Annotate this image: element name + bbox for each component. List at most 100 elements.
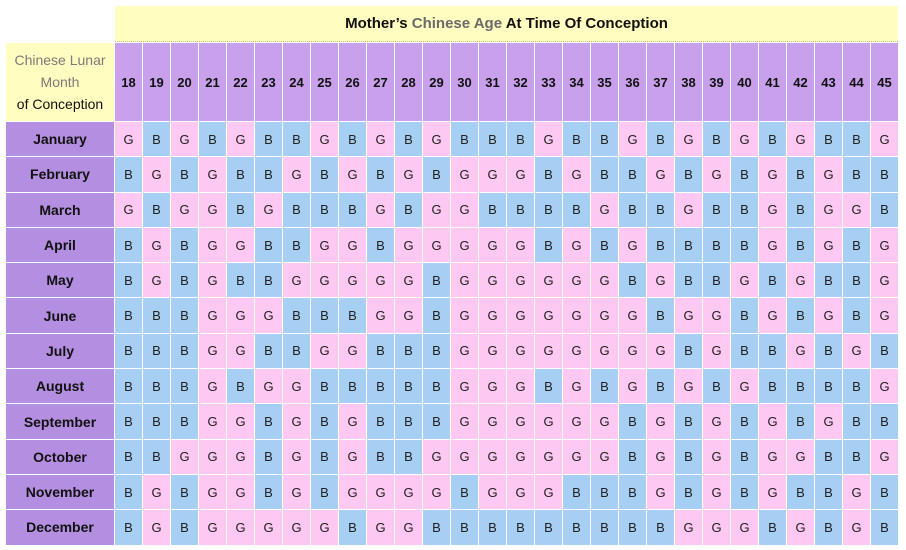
boy-cell: B	[339, 369, 366, 404]
girl-cell: G	[367, 510, 394, 545]
girl-cell: G	[423, 439, 450, 474]
age-header-33: 33	[535, 43, 562, 121]
month-label: December	[6, 510, 114, 545]
boy-cell: B	[675, 439, 702, 474]
girl-cell: G	[339, 439, 366, 474]
boy-cell: B	[507, 510, 534, 545]
girl-cell: G	[395, 474, 422, 510]
boy-cell: B	[731, 192, 758, 227]
girl-cell: G	[451, 298, 478, 333]
girl-cell: G	[731, 369, 758, 404]
boy-cell: B	[619, 439, 646, 474]
girl-cell: G	[283, 439, 310, 474]
girl-cell: G	[731, 122, 758, 157]
girl-cell: G	[395, 227, 422, 263]
girl-cell: G	[395, 298, 422, 333]
girl-cell: G	[843, 474, 870, 510]
boy-cell: B	[619, 263, 646, 298]
boy-cell: B	[311, 439, 338, 474]
boy-cell: B	[171, 298, 198, 333]
girl-cell: G	[591, 439, 618, 474]
girl-cell: G	[339, 474, 366, 510]
title-post: At Time Of Conception	[502, 15, 668, 32]
boy-cell: B	[731, 157, 758, 192]
girl-cell: G	[871, 369, 898, 404]
girl-cell: G	[507, 474, 534, 510]
girl-cell: G	[675, 122, 702, 157]
boy-cell: B	[115, 474, 142, 510]
boy-cell: B	[507, 122, 534, 157]
age-header-40: 40	[731, 43, 758, 121]
girl-cell: G	[451, 157, 478, 192]
boy-cell: B	[787, 474, 814, 510]
month-row: October B B G G G B G B G B B G G G G G G G B G B G B G G B B G	[6, 439, 898, 474]
boy-cell: B	[339, 192, 366, 227]
boy-cell: B	[479, 510, 506, 545]
girl-cell: G	[675, 192, 702, 227]
age-header-36: 36	[619, 43, 646, 121]
girl-cell: G	[339, 157, 366, 192]
boy-cell: B	[283, 122, 310, 157]
month-label: July	[6, 333, 114, 369]
boy-cell: B	[171, 404, 198, 439]
chart-title: Mother’s Chinese Age At Time Of Concepti…	[115, 6, 898, 42]
boy-cell: B	[675, 333, 702, 369]
boy-cell: B	[731, 404, 758, 439]
boy-cell: B	[255, 439, 282, 474]
girl-cell: G	[787, 510, 814, 545]
boy-cell: B	[871, 474, 898, 510]
boy-cell: B	[423, 510, 450, 545]
girl-cell: G	[451, 439, 478, 474]
boy-cell: B	[815, 263, 842, 298]
boy-cell: B	[563, 192, 590, 227]
month-label: August	[6, 369, 114, 404]
month-label: May	[6, 263, 114, 298]
boy-cell: B	[619, 192, 646, 227]
boy-cell: B	[871, 404, 898, 439]
boy-cell: B	[787, 157, 814, 192]
boy-cell: B	[451, 510, 478, 545]
month-row: November B G B G G B G B G G G G B G G G B B B G B G B G B B G B	[6, 474, 898, 510]
month-row: December B G B G G G G G B G G B B B B B B B B B G G G B G B G B	[6, 510, 898, 545]
girl-cell: G	[143, 263, 170, 298]
girl-cell: G	[759, 298, 786, 333]
girl-cell: G	[703, 404, 730, 439]
boy-cell: B	[479, 122, 506, 157]
girl-cell: G	[199, 510, 226, 545]
boy-cell: B	[843, 404, 870, 439]
boy-cell: B	[367, 369, 394, 404]
boy-cell: B	[255, 122, 282, 157]
girl-cell: G	[787, 333, 814, 369]
girl-cell: G	[479, 439, 506, 474]
boy-cell: B	[787, 298, 814, 333]
boy-cell: B	[311, 404, 338, 439]
girl-cell: G	[787, 439, 814, 474]
girl-cell: G	[227, 510, 254, 545]
girl-cell: G	[815, 404, 842, 439]
boy-cell: B	[675, 263, 702, 298]
girl-cell: G	[647, 404, 674, 439]
boy-cell: B	[815, 474, 842, 510]
girl-cell: G	[703, 510, 730, 545]
girl-cell: G	[507, 404, 534, 439]
girl-cell: G	[423, 122, 450, 157]
girl-cell: G	[339, 333, 366, 369]
boy-cell: B	[815, 369, 842, 404]
girl-cell: G	[283, 369, 310, 404]
girl-cell: G	[591, 263, 618, 298]
girl-cell: G	[563, 157, 590, 192]
girl-cell: G	[367, 298, 394, 333]
boy-cell: B	[647, 192, 674, 227]
girl-cell: G	[255, 369, 282, 404]
boy-cell: B	[367, 439, 394, 474]
boy-cell: B	[199, 122, 226, 157]
boy-cell: B	[171, 510, 198, 545]
age-header-31: 31	[479, 43, 506, 121]
boy-cell: B	[395, 439, 422, 474]
girl-cell: G	[619, 122, 646, 157]
boy-cell: B	[171, 227, 198, 263]
girl-cell: G	[143, 474, 170, 510]
boy-cell: B	[283, 298, 310, 333]
girl-cell: G	[535, 263, 562, 298]
boy-cell: B	[395, 404, 422, 439]
